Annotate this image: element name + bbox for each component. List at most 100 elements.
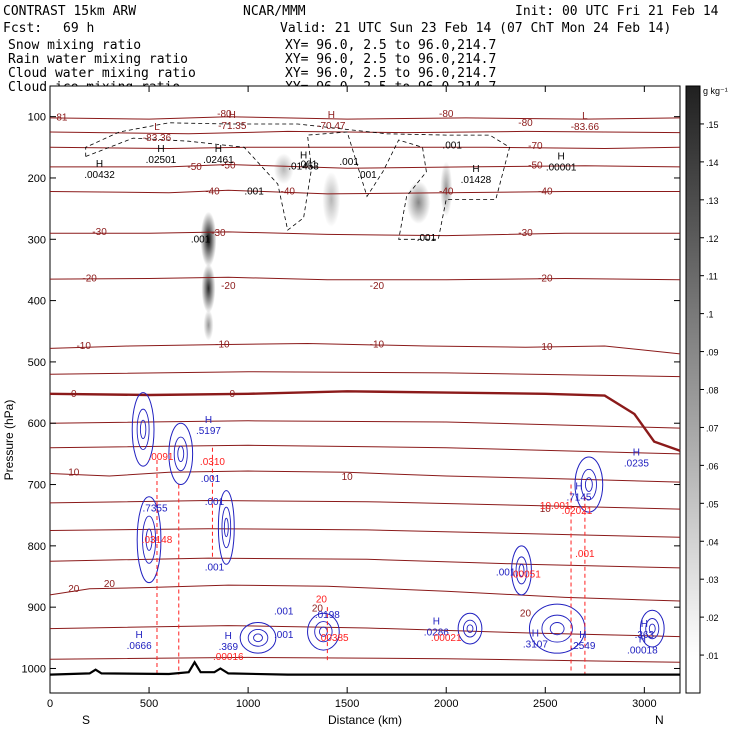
isotherm-line-0 bbox=[49, 390, 681, 452]
snow-blob-4 bbox=[322, 171, 341, 228]
snow-blob-2 bbox=[203, 309, 214, 341]
x-tick-label-1: 500 bbox=[140, 698, 158, 710]
isotherm-label-3: -80 bbox=[518, 118, 533, 129]
cloud-water-cell-5 bbox=[307, 612, 340, 651]
rain-label-1: .0091 bbox=[148, 452, 173, 463]
hilo-value-11: .7145 bbox=[566, 492, 591, 503]
y-tick-label-5: 600 bbox=[28, 418, 46, 430]
hilo-value-12: .5197 bbox=[196, 426, 221, 437]
fcst-value: 69 h bbox=[63, 21, 94, 36]
hilo-value-2: -83.66 bbox=[571, 122, 600, 133]
rain-label-5: .02021 bbox=[562, 506, 593, 517]
isotherm-minor-2 bbox=[49, 444, 681, 455]
isotherm-label-15: -20 bbox=[82, 274, 97, 285]
cloud-water-cell-core-3 bbox=[223, 517, 229, 538]
isotherm-line-5 bbox=[50, 163, 681, 169]
colorbar-tick-label-12: .13 bbox=[706, 196, 719, 206]
field-xy-snow: XY= 96.0, 2.5 to 96.0,214.7 bbox=[285, 38, 496, 53]
terrain-layer bbox=[49, 660, 680, 676]
plot-frame bbox=[49, 85, 681, 694]
rain-label-10: 20 bbox=[316, 594, 328, 605]
colorbar-tick-label-2: .03 bbox=[706, 575, 719, 585]
hilo-mark-1: H bbox=[328, 110, 335, 121]
snow-blob-1 bbox=[201, 263, 216, 313]
hilo-mark-9: H bbox=[558, 152, 565, 163]
y-tick-label-3: 400 bbox=[28, 296, 46, 308]
y-axis-label: Pressure (hPa) bbox=[2, 400, 16, 481]
ice-label-0: .001 bbox=[298, 160, 318, 171]
isotherm-label-24: 0 bbox=[229, 389, 235, 400]
hilo-mark-14: H bbox=[225, 631, 232, 642]
x-end-label-north: N bbox=[655, 713, 664, 727]
hilo-mark-15: H bbox=[433, 616, 440, 627]
colorbar-tick-label-13: .14 bbox=[706, 158, 719, 168]
hilo-mark-5: H bbox=[157, 144, 164, 155]
isotherm-line-6 bbox=[49, 146, 681, 150]
cloud-water-cell-core-10 bbox=[648, 623, 656, 634]
cloud-water-cell-core-9 bbox=[549, 622, 565, 636]
plot-area: 81 -80 -80 -80 -70 -50 -50 -50 -40 -40 -40 -40 -30 -3… bbox=[22, 85, 681, 710]
isotherm-line-2 bbox=[49, 276, 681, 281]
isotherm-label-7: -50 bbox=[221, 161, 236, 172]
ice-label-3: .001 bbox=[244, 187, 264, 198]
rain-label-6: .001 bbox=[575, 549, 595, 560]
isotherm-label-16: -20 bbox=[221, 281, 236, 292]
isotherm-label-13: -30 bbox=[211, 228, 226, 239]
model-title: CONTRAST 15km ARW bbox=[3, 4, 136, 19]
colorbar-tick-label-8: .09 bbox=[706, 348, 719, 358]
isotherm-line-4 bbox=[49, 189, 680, 195]
cloud-water-cell-inner-9 bbox=[541, 614, 573, 643]
hilo-mark-12: H bbox=[205, 415, 212, 426]
hilo-mark-10: H bbox=[633, 448, 640, 459]
hilo-mark-6: H bbox=[215, 144, 222, 155]
field-name-rain: Rain water mixing ratio bbox=[8, 52, 188, 67]
colorbar-tick-label-9: .1 bbox=[706, 310, 714, 320]
colorbar-tick-label-0: .01 bbox=[706, 651, 719, 661]
hilo-value-15: .0286 bbox=[424, 627, 449, 638]
cloud-water-cell-1 bbox=[136, 496, 162, 584]
hilo-mark-18: H bbox=[641, 619, 648, 630]
x-tick-label-3: 1500 bbox=[335, 698, 359, 710]
hilo-mark-7: H bbox=[300, 150, 307, 161]
colorbar-tick-label-11: .12 bbox=[706, 234, 719, 244]
ice-label-5: .001 bbox=[191, 234, 211, 245]
cloud-water-cell-core-0 bbox=[139, 419, 147, 440]
isotherm-line-10 bbox=[49, 584, 681, 602]
isotherm-minor-6 bbox=[49, 625, 681, 638]
hilo-value-6: .02461 bbox=[203, 155, 234, 166]
cloud-water-cell-inner-7 bbox=[515, 556, 528, 585]
cloud-water-label-0: .001 bbox=[274, 607, 294, 618]
hilo-mark-8: H bbox=[472, 164, 479, 175]
center-name: NCAR/MMM bbox=[243, 4, 306, 19]
isotherm-minor-0 bbox=[49, 371, 681, 378]
cloud-water-cell-core-2 bbox=[177, 445, 185, 462]
rain-label-2: .0310 bbox=[200, 457, 225, 468]
snow-blob-5 bbox=[406, 181, 431, 224]
x-axis-label: Distance (km) bbox=[328, 713, 402, 727]
init-time: Init: 00 UTC Fri 21 Feb 14 bbox=[515, 4, 719, 19]
x-tick-label-4: 2000 bbox=[434, 698, 458, 710]
terrain-line bbox=[49, 660, 680, 676]
cloud-water-cell-inner-5 bbox=[314, 621, 333, 643]
isotherm-label-8: -40 bbox=[205, 186, 220, 197]
colorbar-unit: g kg⁻¹ bbox=[703, 86, 728, 96]
isotherm-minor-3 bbox=[49, 499, 681, 510]
rain-label-8: .00385 bbox=[318, 633, 349, 644]
hilo-value-18: .363 bbox=[635, 630, 655, 641]
isotherm-label-6: -50 bbox=[187, 162, 202, 173]
hilo-value-3: -83.36 bbox=[143, 133, 172, 144]
cloud-water-label-3: .001 bbox=[205, 497, 225, 508]
hilo-mark-17: H bbox=[579, 630, 586, 641]
cloud-water-cell-inner-2 bbox=[173, 436, 188, 472]
hilo-value-1: -70.47 bbox=[317, 121, 346, 132]
isotherm-line-1 bbox=[49, 342, 681, 355]
cloud-water-cell-core-1 bbox=[145, 528, 153, 551]
isotherm-label-23: 0 bbox=[71, 389, 77, 400]
isotherm-label-4: -70 bbox=[528, 141, 543, 152]
isotherm-label-10: -40 bbox=[439, 186, 454, 197]
y-tick-label-6: 700 bbox=[28, 480, 46, 492]
colorbar-tick-label-14: .15 bbox=[706, 120, 719, 130]
isotherm-label-5: -50 bbox=[528, 161, 543, 172]
